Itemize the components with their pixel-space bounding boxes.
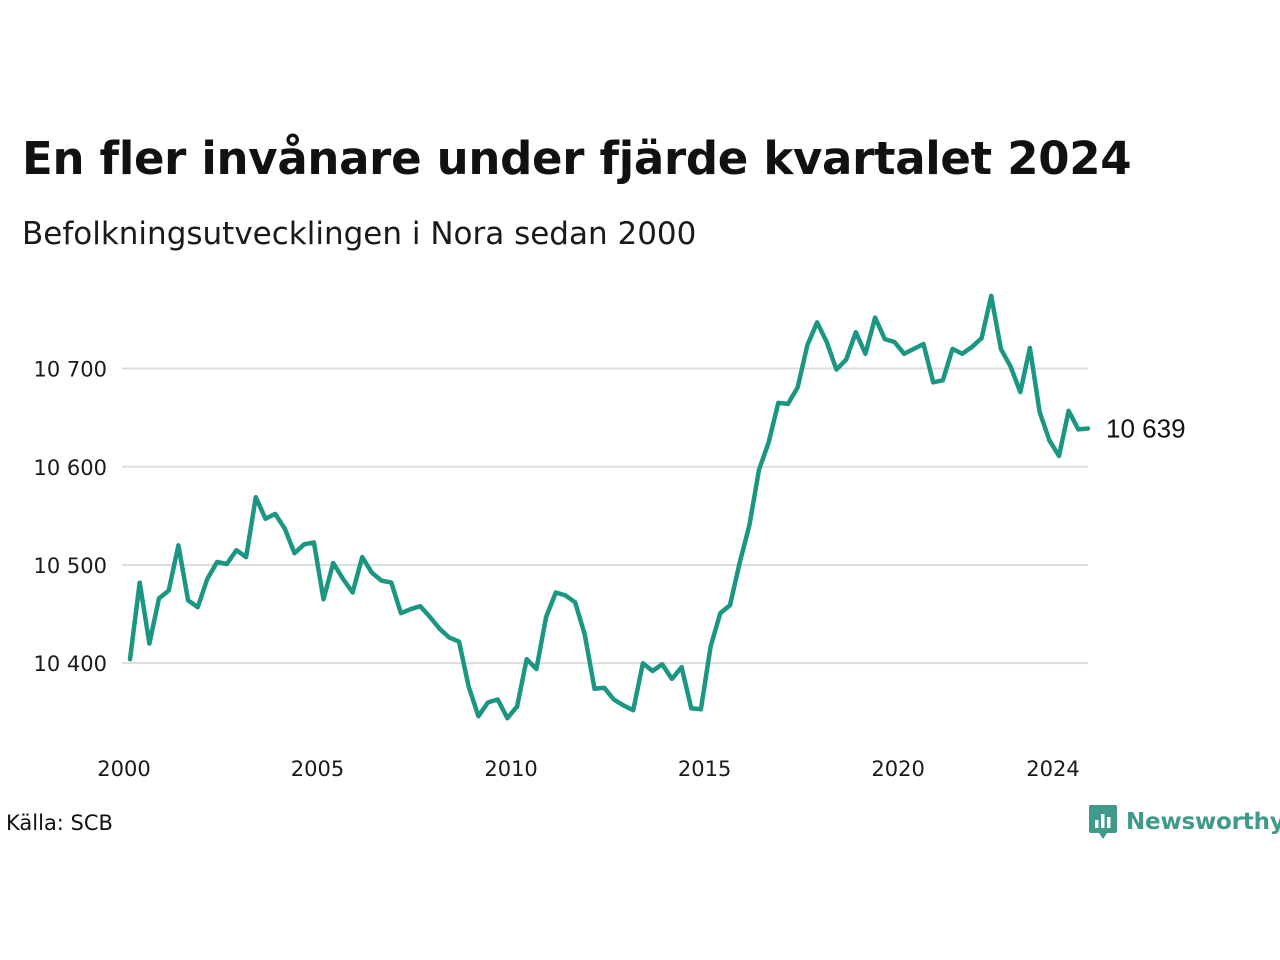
x-tick-label: 2020 (871, 757, 924, 781)
x-tick-label: 2000 (97, 757, 150, 781)
y-tick-label: 10 600 (34, 456, 107, 480)
x-tick-label: 2010 (484, 757, 537, 781)
brand-name: Newsworthy (1126, 809, 1280, 835)
chart-title: En fler invånare under fjärde kvartalet … (22, 132, 1132, 185)
x-tick-label: 2005 (291, 757, 344, 781)
y-tick-label: 10 400 (34, 652, 107, 676)
brand-logo: Newsworthy (1088, 804, 1280, 840)
source-note: Källa: SCB (6, 811, 113, 835)
end-value-label: 10 639 (1106, 413, 1186, 443)
y-tick-label: 10 500 (34, 554, 107, 578)
x-tick-label: 2024 (1026, 757, 1079, 781)
chart-subtitle: Befolkningsutvecklingen i Nora sedan 200… (22, 216, 697, 252)
bar-chart-speech-bubble-icon (1089, 805, 1117, 839)
series-line (127, 293, 1091, 721)
y-tick-label: 10 700 (34, 358, 107, 382)
x-tick-label: 2015 (678, 757, 731, 781)
